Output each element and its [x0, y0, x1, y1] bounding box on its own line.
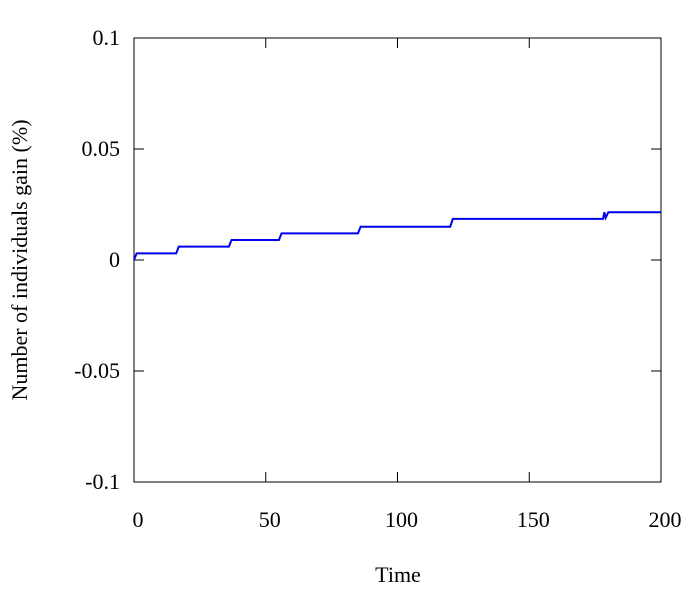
x-tick-label: 50 [259, 507, 281, 532]
y-tick-label: 0.1 [93, 25, 121, 50]
y-tick-label: -0.05 [74, 358, 120, 383]
y-tick-label: -0.1 [85, 469, 120, 494]
y-axis-label: Number of individuals gain (%) [7, 119, 32, 400]
x-axis-label: Time [375, 562, 421, 587]
x-tick-label: 0 [133, 507, 144, 532]
x-tick-label: 150 [517, 507, 550, 532]
x-tick-label: 100 [385, 507, 418, 532]
x-tick-label: 200 [649, 507, 682, 532]
y-tick-label: 0.05 [82, 136, 121, 161]
data-line [133, 211, 661, 261]
plot-frame [133, 37, 662, 483]
y-tick-label: 0 [109, 247, 120, 272]
